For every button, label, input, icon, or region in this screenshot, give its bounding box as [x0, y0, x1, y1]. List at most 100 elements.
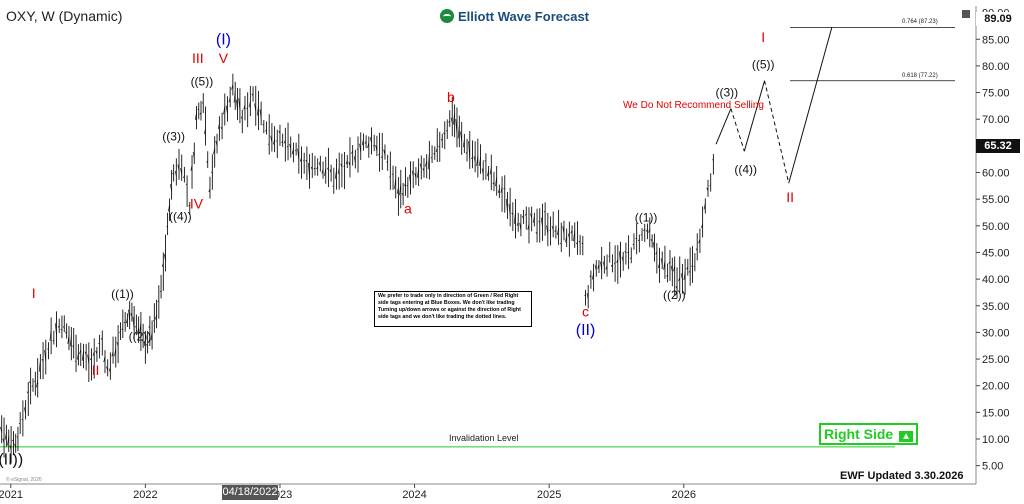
price-bar-open [289, 143, 292, 149]
fib-label-0618: 0.618 (77.22) [902, 72, 938, 79]
price-bar-open [146, 343, 148, 347]
price-bar-open [688, 270, 691, 273]
price-bar-open [581, 242, 584, 245]
y-tick-label: 35.00 [982, 301, 1010, 313]
price-bar-open [130, 313, 133, 317]
not-recommend-note: We Do Not Recommend Selling [623, 100, 764, 111]
price-bar-open [427, 153, 430, 170]
price-bar-open [462, 139, 465, 148]
price-bar-open [557, 227, 559, 236]
price-bar-open [578, 240, 581, 243]
price-bar-open [602, 261, 605, 267]
price-bar-open [217, 123, 220, 130]
price-bar-open [170, 184, 172, 192]
price-bar-open [440, 138, 443, 142]
wave-label: a [404, 201, 412, 217]
price-bar-open [465, 151, 468, 154]
price-bar-open [72, 345, 74, 347]
price-bar-open [538, 220, 540, 223]
price-bar-open [422, 168, 425, 172]
price-bar-open [0, 426, 3, 433]
projection-path [715, 27, 833, 184]
price-bar-open [589, 275, 592, 278]
price-bar-open [324, 168, 327, 176]
price-bar-open [54, 323, 57, 336]
projection-dashed-segment [730, 108, 745, 152]
price-bar-open [476, 155, 479, 167]
price-bar-open [455, 119, 458, 136]
price-bar-open [62, 326, 65, 329]
price-bar-open [240, 116, 243, 120]
price-bar-open [174, 170, 177, 176]
price-bar-open [433, 153, 436, 155]
price-bar-open [134, 326, 137, 328]
settings-icon[interactable] [962, 10, 970, 18]
price-bar-open [278, 131, 281, 134]
price-bar-open [652, 242, 655, 252]
price-bar-open [334, 169, 337, 179]
wave-label: II [92, 362, 100, 378]
price-bar-open [686, 266, 689, 270]
price-bar-open [408, 174, 411, 184]
wave-label: b [447, 89, 455, 105]
price-bar-open [680, 273, 683, 281]
y-tick-label: 30.00 [982, 327, 1010, 339]
price-bar-open [359, 143, 362, 152]
price-bar-open [114, 348, 117, 357]
price-bar-open [706, 187, 709, 192]
price-bar-open [119, 331, 121, 333]
wave-label: ((II)) [0, 452, 23, 469]
price-bar-open [530, 213, 533, 219]
price-bar-open [406, 184, 409, 187]
price-bar-open [438, 145, 440, 148]
price-bar-open [29, 381, 31, 384]
price-bar-open [624, 251, 627, 254]
price-bar-open [565, 236, 568, 243]
price-bar-open [65, 331, 67, 335]
price-bar-open [378, 153, 380, 156]
price-bar-open [457, 125, 460, 139]
price-bar-open [369, 137, 372, 144]
price-bar-open [84, 351, 87, 355]
price-bar-open [414, 172, 417, 178]
price-bar-open [313, 167, 316, 170]
price-bar-open [254, 103, 257, 111]
price-bar-open [484, 160, 487, 162]
wave-logo-icon [440, 9, 454, 23]
price-bar-open [148, 326, 151, 329]
price-bar-open [100, 338, 103, 341]
price-bar-open [516, 222, 519, 226]
wave-label: c [582, 303, 589, 319]
brand-logo: Elliott Wave Forecast [440, 6, 589, 26]
price-bar-open [701, 224, 703, 229]
price-bar-open [627, 251, 629, 253]
price-bar-open [38, 360, 41, 372]
price-bar-open [139, 322, 142, 334]
price-bar-open [141, 339, 144, 342]
price-bar-open [703, 203, 706, 210]
price-bar-open [210, 171, 213, 174]
price-bar-open [364, 140, 367, 144]
wave-label: ((5)) [191, 75, 214, 89]
price-bar-open [399, 184, 402, 196]
price-bar-open [4, 432, 7, 440]
price-bar-open [90, 357, 92, 360]
invalidation-label: Invalidation Level [449, 433, 519, 443]
price-bar-open [605, 265, 608, 270]
wave-label: ((5)) [752, 58, 775, 72]
price-bar-open [340, 163, 343, 167]
price-bar-open [57, 325, 60, 328]
wave-label: (I) [216, 32, 231, 49]
price-bar-open [238, 98, 241, 111]
price-bar-open [470, 157, 473, 160]
price-bar-open [367, 142, 370, 148]
price-bar-open [9, 445, 12, 450]
price-bar-open [637, 239, 640, 242]
price-bar-open [177, 164, 180, 171]
y-tick-label: 25.00 [982, 354, 1010, 366]
price-bar-open [168, 204, 170, 212]
price-bar-open [478, 157, 481, 167]
price-bar-open [650, 239, 653, 242]
price-bar-open [329, 169, 332, 173]
